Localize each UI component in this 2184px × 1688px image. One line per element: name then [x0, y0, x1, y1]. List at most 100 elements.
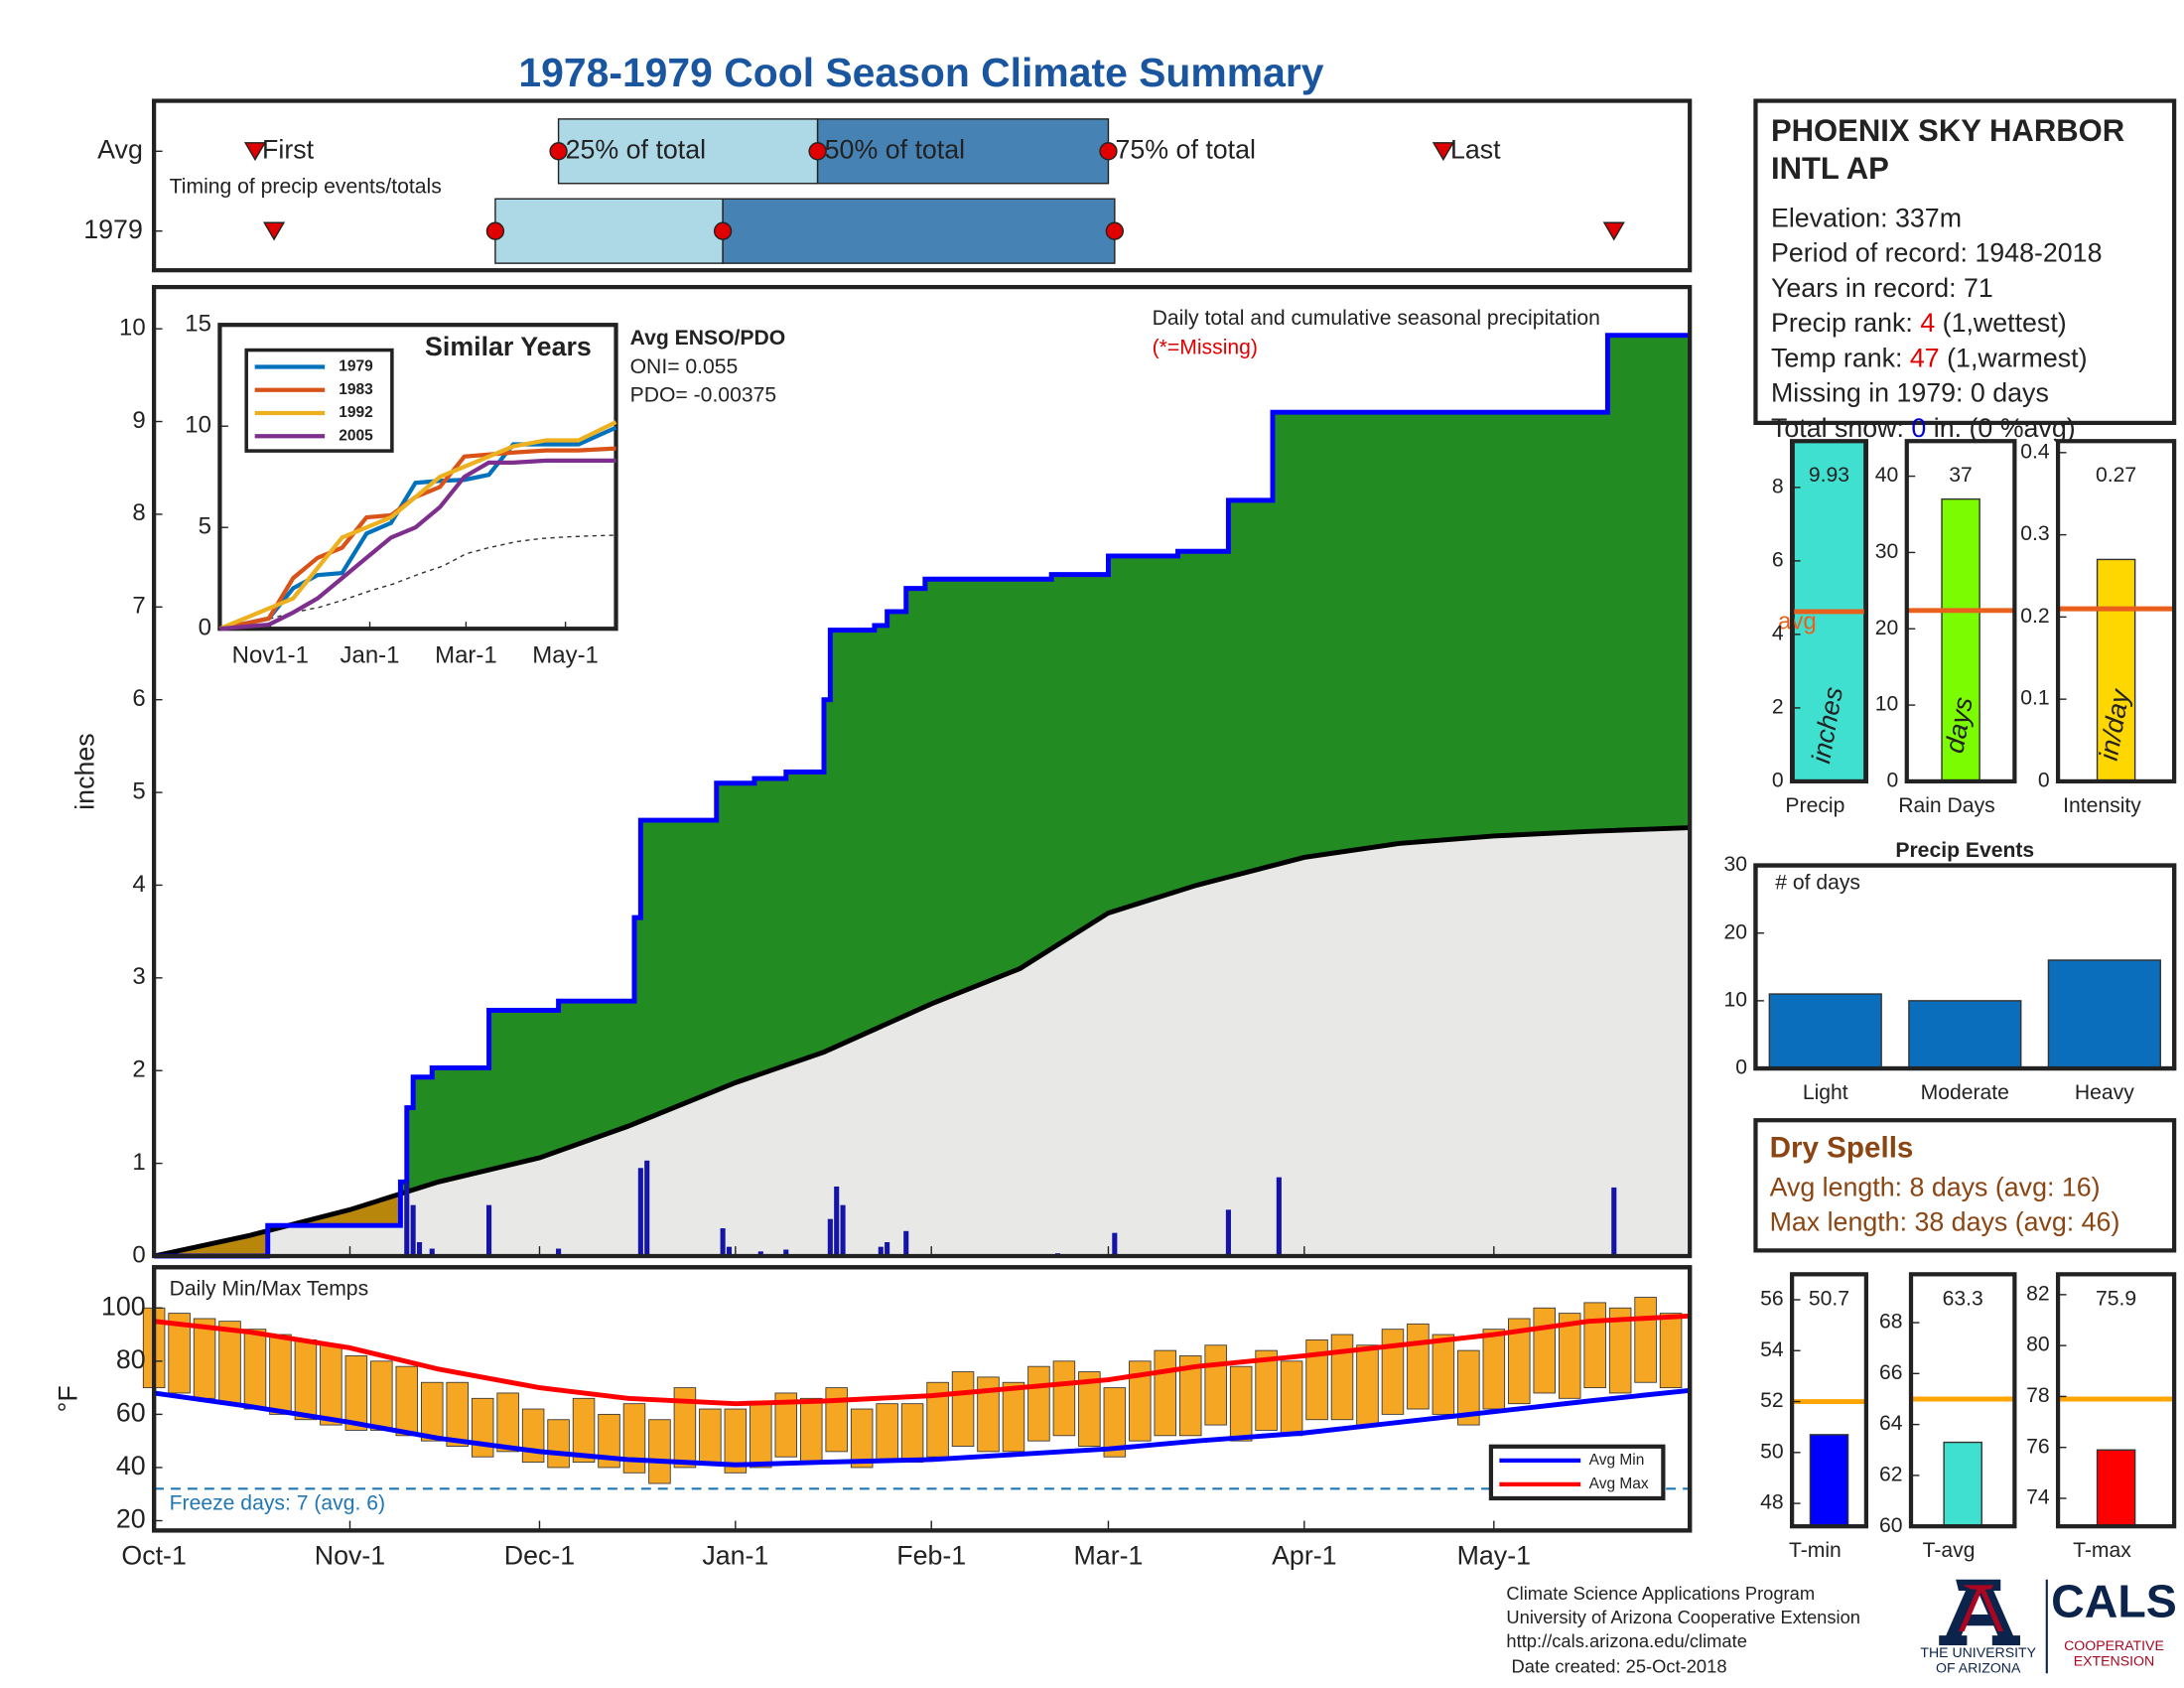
axes-frame — [2055, 439, 2177, 784]
y-tick-label: 52 — [1760, 1389, 1784, 1412]
footer-line: Climate Science Applications Program — [1506, 1583, 1815, 1604]
y-tick-label: 0 — [1887, 770, 1899, 792]
total-marker — [713, 221, 733, 240]
x-tick-label: Jan-1 — [702, 1540, 768, 1570]
y-tick-label: 0 — [2038, 770, 2050, 792]
daily-bar — [404, 1182, 410, 1257]
station-segment: Missing in 1979: 0 days — [1771, 378, 2049, 408]
ua-logo — [1939, 1579, 2020, 1646]
y-tick-label: 48 — [1760, 1491, 1784, 1514]
station-segment: Temp rank: — [1771, 344, 1910, 373]
temp-range-bar — [1305, 1338, 1328, 1421]
station-line: Years in record: 71 — [1771, 273, 1993, 303]
station-line: Elevation: 337m — [1771, 203, 1962, 232]
temp-range-bar — [1457, 1349, 1480, 1426]
temp-range-bar — [750, 1403, 772, 1469]
daily-bar — [556, 1248, 562, 1257]
y-tick-label: 3 — [132, 963, 145, 990]
station-segment: Precip rank: — [1771, 308, 1920, 338]
gauge-bar — [2096, 558, 2136, 781]
temp-range-bar — [471, 1397, 494, 1458]
legend-label: 1983 — [339, 381, 373, 398]
value-label: 9.93 — [1809, 464, 1849, 487]
enso-text: ONI= 0.055 — [630, 355, 739, 378]
axes-frame — [1790, 1272, 1868, 1529]
y-tick-label: 6 — [1772, 548, 1784, 571]
temp-range-bar — [344, 1355, 368, 1431]
bar — [2047, 959, 2161, 1069]
y-tick-label: 1 — [132, 1149, 145, 1176]
value-label: 0.27 — [2096, 464, 2136, 487]
temp-range-bar — [1558, 1313, 1581, 1399]
total-marker — [1099, 142, 1118, 161]
axes-frame — [1904, 439, 2017, 784]
cumulative-line — [154, 333, 1691, 1259]
panel-label: T-avg — [1923, 1539, 1976, 1562]
annotation: (*=Missing) — [1153, 337, 1258, 359]
y-axis-label: # of days — [1775, 871, 1860, 894]
x-tick-label: Oct-1 — [121, 1540, 186, 1570]
temp-range-bar — [193, 1318, 216, 1399]
x-tick-label: Mar-1 — [1073, 1540, 1143, 1570]
temp-range-bar — [1154, 1349, 1177, 1437]
event-marker — [1602, 221, 1625, 241]
x-tick-label: Jan-1 — [341, 642, 400, 669]
temp-range-bar — [294, 1338, 318, 1421]
temp-range-bar — [1078, 1371, 1101, 1447]
footer-line: Date created: 25-Oct-2018 — [1506, 1655, 1726, 1676]
enso-text: Avg ENSO/PDO — [630, 327, 786, 350]
annotation: Daily total and cumulative seasonal prec… — [1153, 307, 1600, 330]
temp-range-bar — [320, 1344, 342, 1426]
temp-range-bar — [1204, 1344, 1227, 1426]
chart-title: Precip Events — [1895, 839, 2034, 862]
temp-range-bar — [622, 1403, 646, 1474]
y-tick-label: 60 — [116, 1397, 146, 1427]
dry-spells-line: Max length: 38 days (avg: 46) — [1770, 1207, 2120, 1237]
gauge-bar — [2096, 1449, 2136, 1527]
y-axis-label: °F — [54, 1385, 83, 1412]
temp-range-bar — [724, 1408, 748, 1474]
value-label: 63.3 — [1943, 1287, 1983, 1310]
panel-label: Rain Days — [1898, 794, 1995, 817]
temp-range-bar — [1002, 1381, 1025, 1453]
y-tick-label: 7 — [132, 593, 145, 620]
logo-text: OF ARIZONA — [1936, 1660, 2021, 1676]
station-segment: 0 — [1911, 413, 1926, 443]
y-tick-label: 0.1 — [2020, 687, 2049, 710]
temp-range-bar — [850, 1408, 874, 1469]
x-tick-label: Heavy — [2075, 1081, 2134, 1104]
temp-range-bar — [168, 1313, 191, 1394]
logo-text: CALS — [2051, 1575, 2177, 1626]
dry-spells-title: Dry Spells — [1770, 1132, 1914, 1165]
station-name: PHOENIX SKY HARBOR — [1771, 113, 2124, 148]
y-tick-label: 0 — [1772, 770, 1784, 792]
axes-frame — [152, 98, 1693, 273]
dry-spells-line: Avg length: 8 days (avg: 16) — [1770, 1172, 2101, 1201]
value-label: 75.9 — [2096, 1287, 2136, 1310]
gauge-bar — [1941, 497, 1980, 781]
y-tick-label: 20 — [1723, 920, 1747, 943]
event-marker — [243, 142, 267, 162]
marker-label: 50% of total — [825, 134, 965, 164]
marker-label: 75% of total — [1116, 134, 1256, 164]
panel-label: T-min — [1789, 1539, 1842, 1562]
x-tick-label: Nov-1 — [315, 1540, 385, 1570]
daily-bar — [757, 1251, 763, 1257]
y-tick-label: 0 — [1735, 1056, 1747, 1079]
temp-range-bar — [977, 1376, 1000, 1453]
temp-range-bar — [774, 1392, 798, 1458]
temp-range-bar — [799, 1397, 823, 1464]
y-tick-label: 76 — [2026, 1435, 2050, 1458]
x-tick-label: Dec-1 — [504, 1540, 575, 1570]
temp-range-bar — [1533, 1307, 1556, 1394]
y-tick-label: 68 — [1879, 1311, 1903, 1334]
station-segment: (1,wettest) — [1935, 308, 2066, 338]
temp-range-bar — [1659, 1313, 1683, 1389]
value-label: 37 — [1949, 464, 1973, 487]
temp-range-bar — [699, 1408, 722, 1464]
panel-label: Precip — [1785, 794, 1844, 817]
station-segment: (1,warmest) — [1940, 344, 2088, 373]
bar — [1768, 993, 1882, 1069]
axes-frame — [1908, 1272, 2017, 1529]
station-segment: 47 — [1910, 344, 1940, 373]
